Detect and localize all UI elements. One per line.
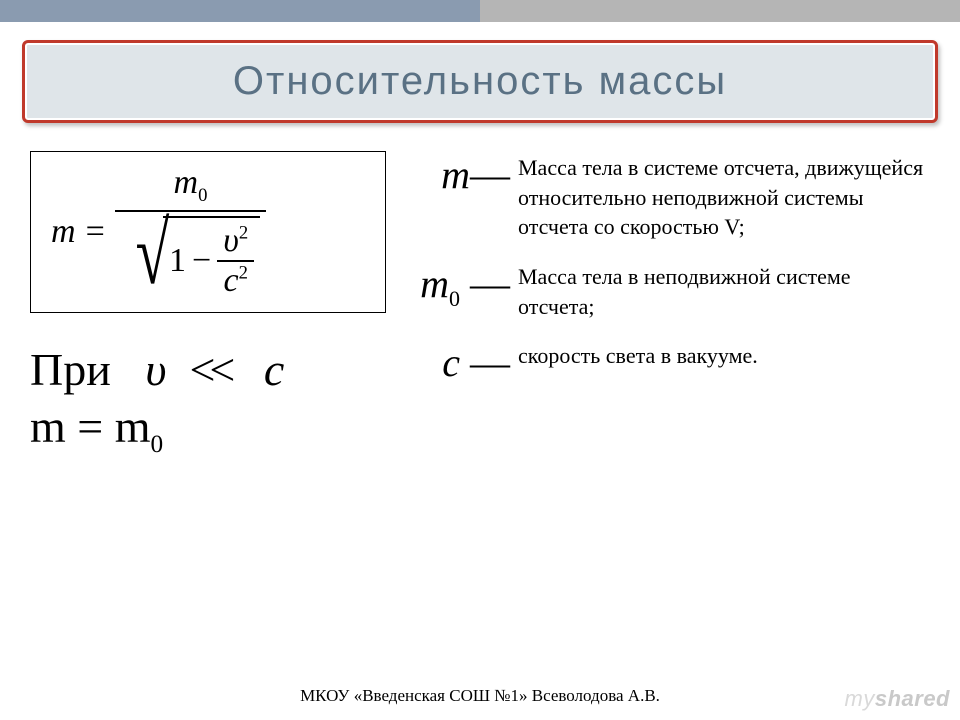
watermark: myshared — [845, 686, 950, 712]
inner-num-var: υ — [223, 222, 239, 259]
inner-fraction: υ2 c2 — [217, 224, 254, 298]
radical-sign: √ — [135, 224, 169, 306]
numerator: m0 — [168, 166, 214, 210]
cond-var: υ — [145, 344, 166, 395]
title-box: Относительность массы — [22, 40, 938, 123]
definition-row: m— Масса тела в системе отсчета, движуще… — [410, 151, 930, 242]
cond-rhs: c — [264, 344, 284, 395]
cond-line2-main: m = m — [30, 401, 151, 452]
top-accent-bar — [0, 0, 960, 22]
inner-den-var: c — [223, 262, 238, 299]
main-formula: m = m0 √ 1 − — [30, 151, 386, 313]
watermark-prefix: my — [845, 686, 875, 711]
content-area: m = m0 √ 1 − — [30, 151, 930, 461]
definition-symbol: m0 — — [410, 260, 518, 310]
numerator-var: m — [174, 164, 199, 201]
def-dash: — — [470, 261, 510, 306]
condition-line2: m = m0 — [30, 398, 400, 461]
def-sym-var: m — [420, 261, 449, 306]
watermark-suffix: shared — [875, 686, 950, 711]
condition-line1: При υ << c — [30, 341, 400, 399]
page-title: Относительность массы — [233, 59, 727, 103]
def-dash: — — [470, 340, 510, 385]
def-sym-sub: 0 — [449, 286, 460, 311]
equals-sign: = — [86, 215, 105, 249]
footer-attribution: МКОУ «Введенская СОШ №1» Всеволодова А.В… — [0, 686, 960, 706]
definition-row: m0 — Масса тела в неподвижной системе от… — [410, 260, 930, 321]
numerator-sub: 0 — [198, 185, 207, 206]
inner-den-sup: 2 — [239, 262, 248, 283]
definition-text: Масса тела в неподвижной системе отсчета… — [518, 260, 930, 321]
cond-rel: << — [189, 344, 229, 395]
cond-line2-sub: 0 — [151, 430, 164, 458]
inner-num: υ2 — [217, 224, 254, 258]
definition-text: скорость света в вакууме. — [518, 339, 930, 371]
condition-text: При υ << c m = m0 — [30, 341, 400, 461]
formula-lhs: m — [51, 215, 76, 249]
def-sym-var: m — [441, 152, 470, 197]
sqrt-minus: − — [192, 244, 211, 278]
definition-symbol: m— — [410, 151, 518, 201]
sqrt-one: 1 — [169, 244, 186, 278]
inner-num-sup: 2 — [239, 222, 248, 243]
def-dash: — — [470, 152, 510, 197]
radicand: 1 − υ2 c2 — [163, 216, 260, 298]
square-root: √ 1 − υ2 c2 — [121, 216, 260, 298]
denominator: √ 1 − υ2 c2 — [115, 212, 266, 298]
left-column: m = m0 √ 1 − — [30, 151, 400, 461]
cond-label: При — [30, 344, 111, 395]
definition-symbol: c — — [410, 339, 518, 389]
definition-row: c — скорость света в вакууме. — [410, 339, 930, 389]
definition-text: Масса тела в системе отсчета, движущейся… — [518, 151, 930, 242]
def-sym-var: c — [442, 340, 460, 385]
inner-den: c2 — [217, 264, 253, 298]
main-fraction: m0 √ 1 − υ2 — [115, 166, 266, 298]
right-column: m— Масса тела в системе отсчета, движуще… — [400, 151, 930, 461]
